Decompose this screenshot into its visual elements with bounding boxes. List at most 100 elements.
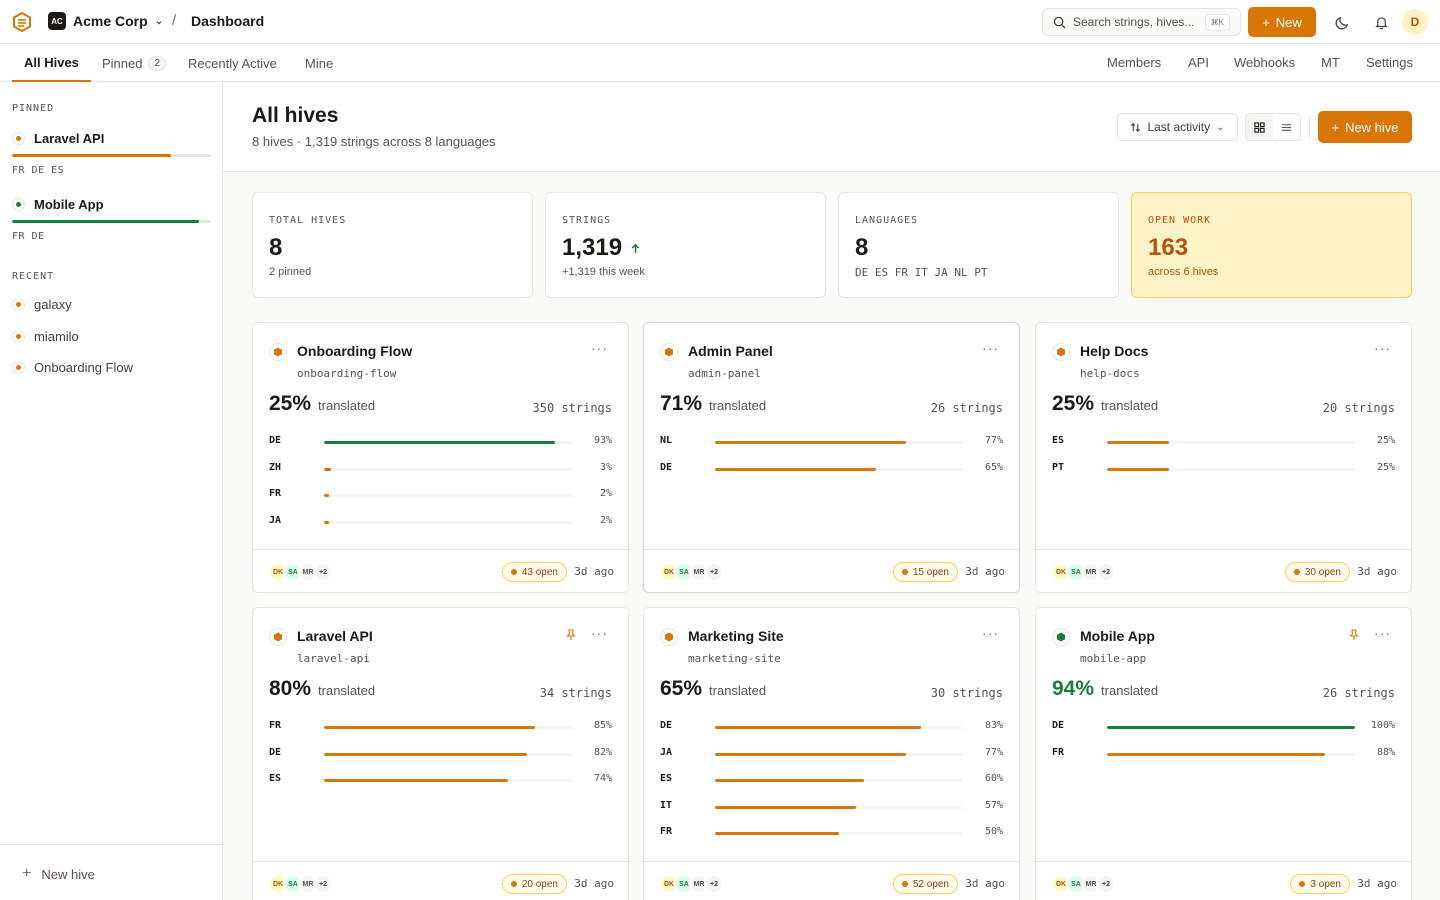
sidebar-recent-item[interactable]: galaxy [12,297,72,312]
contributor-avatars[interactable]: DK SA MR +2 [659,874,724,894]
more-options-icon[interactable]: ··· [591,340,608,356]
hive-card-onboarding-flow[interactable]: Onboarding Flow onboarding-flow ··· 25% tran… [252,322,629,593]
more-options-icon[interactable]: ··· [1374,625,1391,641]
card-footer: DK SA MR +2 15 open 3d ago [644,549,1019,592]
language-code: JA [269,514,282,526]
language-progress-fill [324,752,528,756]
translated-label: translated [709,683,767,698]
language-percent: 77% [984,746,1003,758]
card-footer: DK SA MR +2 3 open 3d ago [1036,861,1411,900]
contributor-avatars[interactable]: DK SA MR +2 [268,874,333,894]
tab-mine[interactable]: Mine [305,44,333,82]
status-dot-icon [510,881,517,887]
more-options-icon[interactable]: ··· [982,625,999,641]
nav-webhooks[interactable]: Webhooks [1234,55,1296,70]
stat-sub: 2 pinned [269,266,312,278]
search-box[interactable]: ⌘K [1042,8,1241,36]
language-code: ES [1052,435,1065,446]
hive-logo-icon[interactable] [12,12,32,32]
hive-card-mobile-app[interactable]: Mobile App mobile-app ··· 94% translated 26 s… [1035,607,1412,900]
language-row: NL 77% [660,435,1003,449]
language-code: ES [269,773,282,785]
language-code: DE [660,461,673,473]
hive-card-marketing-site[interactable]: Marketing Site marketing-site ··· 65% transl… [643,607,1020,900]
hive-card-admin-panel[interactable]: Admin Panel admin-panel ··· 71% translated 26… [643,322,1020,593]
pin-icon[interactable] [1347,628,1361,642]
hive-card-laravel-api[interactable]: Laravel API laravel-api ··· 80% translated 34… [252,607,629,900]
nav-members[interactable]: Members [1107,55,1162,70]
language-progress-track [324,467,572,471]
language-progress-track [324,726,572,729]
hive-icon [1052,343,1070,361]
avatar: +2 [313,562,333,582]
hive-icon [1052,628,1070,646]
sidebar-recent-item[interactable]: miamilo [12,329,79,344]
contributor-avatars[interactable]: DK SA MR +2 [1051,874,1116,894]
language-code: DE [1052,720,1065,731]
language-code: DE [269,435,282,446]
tab-pinned[interactable]: Pinned 2 [102,44,167,82]
org-switcher[interactable]: AC Acme Corp ⌄ [48,12,163,30]
avatar: +2 [704,562,724,582]
plus-icon: + [22,865,32,882]
hive-slug: help-docs [1080,367,1140,380]
sidebar-new-hive-button[interactable]: + New hive [22,865,95,883]
open-work-badge[interactable]: 20 open [501,874,567,894]
nav-mt[interactable]: MT [1321,55,1340,70]
open-work-badge[interactable]: 30 open [1284,562,1350,582]
language-progress-fill [1107,467,1169,471]
language-progress-track [324,752,572,756]
more-options-icon[interactable]: ··· [982,340,999,356]
open-count: 15 open [912,566,949,578]
bell-icon [1374,16,1388,29]
sort-dropdown[interactable]: Last activity ⌄ [1117,113,1238,141]
sidebar-recent-item[interactable]: Onboarding Flow [12,360,133,375]
tab-recently-active[interactable]: Recently Active [188,44,277,82]
notifications-button[interactable] [1371,12,1391,32]
language-progress-track [715,779,963,783]
more-options-icon[interactable]: ··· [1374,340,1391,356]
last-activity: 3d ago [574,877,614,890]
open-count: 20 open [521,878,558,890]
language-progress-track [324,520,572,524]
hive-slug: laravel-api [297,652,370,665]
translated-label: translated [709,398,767,413]
contributor-avatars[interactable]: DK SA MR +2 [1051,562,1116,582]
language-progress-track [324,441,572,444]
sidebar-pinned-laravel-api[interactable]: Laravel API FR DE ES [12,131,211,176]
contributor-avatars[interactable]: DK SA MR +2 [659,562,724,582]
language-progress-fill [1107,752,1326,756]
new-hive-button-label: New hive [1345,119,1399,135]
list-view-button[interactable] [1273,114,1300,140]
pinned-progress-bar [12,220,211,223]
open-work-badge[interactable]: 15 open [892,562,958,582]
nav-api[interactable]: API [1188,55,1209,70]
user-avatar[interactable]: D [1402,9,1428,35]
grid-view-button[interactable] [1246,114,1273,140]
translated-summary: 25% translated [269,392,375,416]
open-work-badge[interactable]: 52 open [892,874,958,894]
search-input[interactable] [1073,15,1203,29]
tab-all-hives[interactable]: All Hives [12,44,91,82]
language-code: JA [660,746,673,758]
stat-value-wrap: 8 [269,234,282,262]
language-row: DE 65% [660,462,1003,476]
pin-icon[interactable] [564,628,578,642]
open-work-badge[interactable]: 3 open [1290,874,1350,894]
language-row: IT 57% [660,800,1003,814]
new-hive-button[interactable]: + New hive [1318,111,1412,143]
last-activity: 3d ago [965,877,1005,890]
open-work-badge[interactable]: 43 open [501,562,567,582]
theme-toggle-button[interactable] [1332,12,1352,32]
card-footer: DK SA MR +2 43 open 3d ago [253,549,628,592]
more-options-icon[interactable]: ··· [591,625,608,641]
nav-settings[interactable]: Settings [1366,55,1413,70]
new-button[interactable]: + New [1248,7,1316,37]
language-percent: 57% [984,799,1003,811]
last-activity: 3d ago [965,565,1005,578]
hive-card-help-docs[interactable]: Help Docs help-docs ··· 25% translated 20 str… [1035,322,1412,593]
language-progress-fill [715,805,857,809]
sidebar-pinned-mobile-app[interactable]: Mobile App FR DE [12,197,211,242]
card-footer: DK SA MR +2 30 open 3d ago [1036,549,1411,592]
contributor-avatars[interactable]: DK SA MR +2 [268,562,333,582]
